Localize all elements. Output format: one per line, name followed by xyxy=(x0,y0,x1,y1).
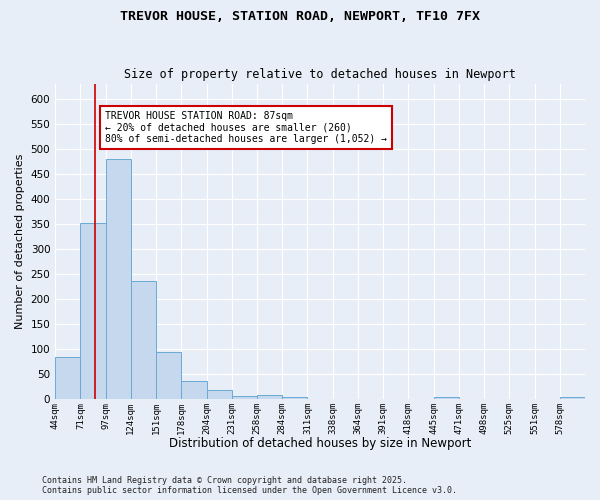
Bar xyxy=(434,396,459,399)
Y-axis label: Number of detached properties: Number of detached properties xyxy=(15,154,25,329)
Bar xyxy=(181,380,206,399)
X-axis label: Distribution of detached houses by size in Newport: Distribution of detached houses by size … xyxy=(169,437,471,450)
Text: Contains HM Land Registry data © Crown copyright and database right 2025.
Contai: Contains HM Land Registry data © Crown c… xyxy=(42,476,457,495)
Bar xyxy=(131,281,156,399)
Text: TREVOR HOUSE STATION ROAD: 87sqm
← 20% of detached houses are smaller (260)
80% : TREVOR HOUSE STATION ROAD: 87sqm ← 20% o… xyxy=(104,111,386,144)
Bar xyxy=(232,396,257,399)
Bar xyxy=(55,356,80,399)
Bar xyxy=(206,390,232,399)
Bar xyxy=(282,396,307,399)
Bar xyxy=(560,396,585,399)
Bar xyxy=(257,395,282,399)
Bar xyxy=(80,223,106,399)
Bar xyxy=(156,352,181,399)
Bar xyxy=(106,158,131,399)
Text: TREVOR HOUSE, STATION ROAD, NEWPORT, TF10 7FX: TREVOR HOUSE, STATION ROAD, NEWPORT, TF1… xyxy=(120,10,480,23)
Title: Size of property relative to detached houses in Newport: Size of property relative to detached ho… xyxy=(124,68,516,81)
